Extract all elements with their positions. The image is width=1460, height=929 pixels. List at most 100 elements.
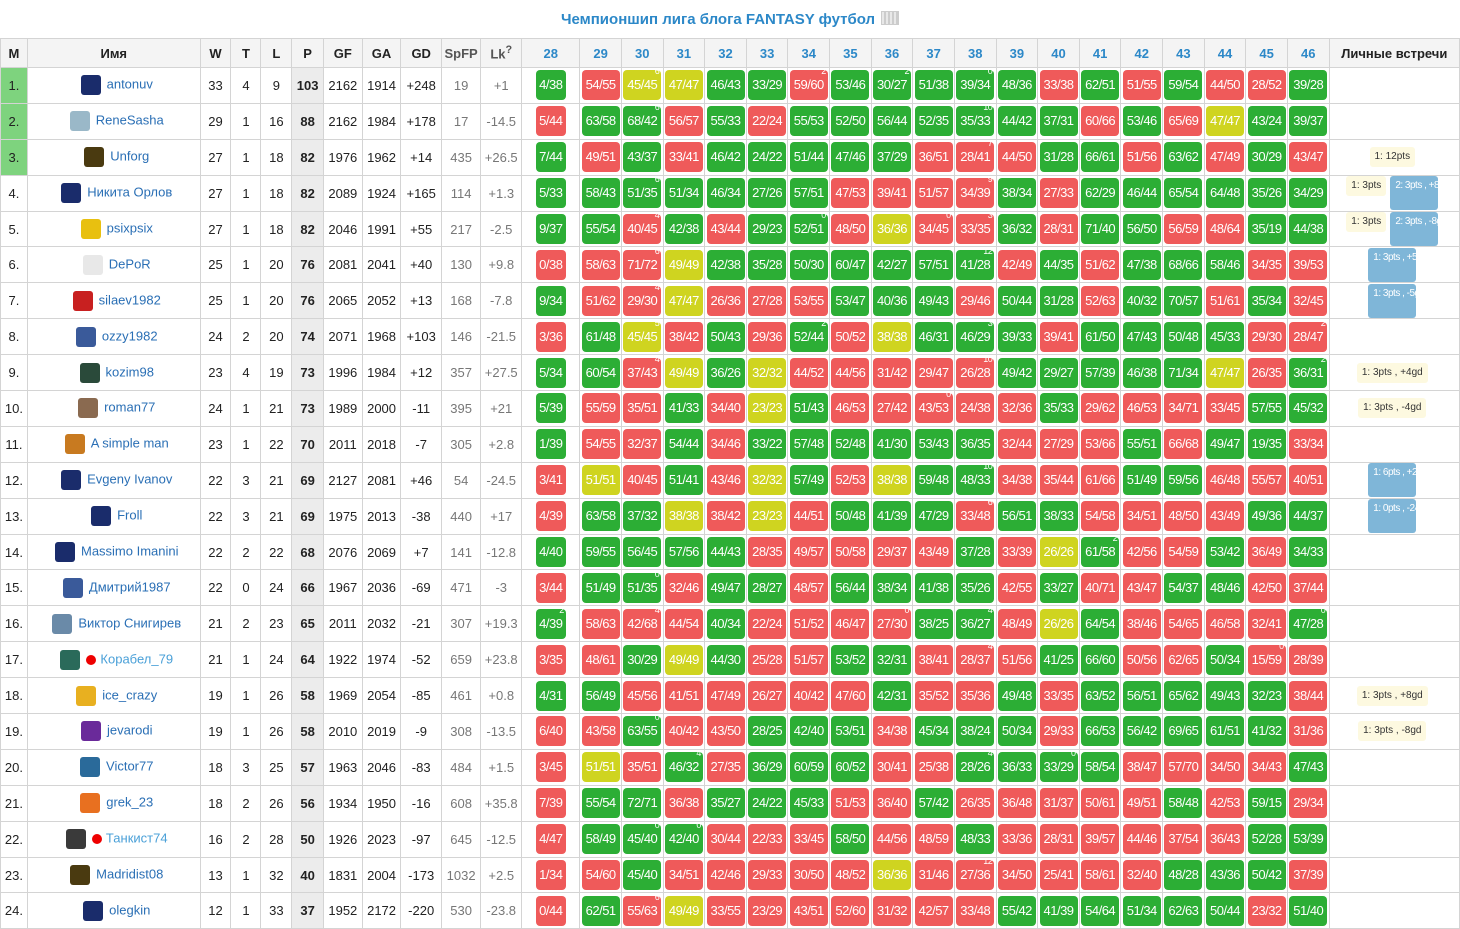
match-cell[interactable]: 4/39 2: [521, 605, 581, 643]
match-result-badge[interactable]: 5/39: [535, 393, 566, 424]
match-cell[interactable]: 42/40 0: [662, 820, 706, 858]
match-cell[interactable]: 50/43: [704, 318, 747, 356]
match-cell[interactable]: 71/34: [1162, 354, 1205, 392]
match-cell[interactable]: 69/65: [1162, 713, 1205, 750]
match-cell[interactable]: 28/25: [745, 713, 789, 750]
match-result-badge[interactable]: 45/34: [914, 716, 953, 747]
match-result-badge[interactable]: 55/54: [581, 788, 620, 819]
match-cell[interactable]: 48/52: [829, 856, 872, 894]
match-result-badge[interactable]: 61/51: [1206, 716, 1245, 747]
round-header[interactable]: 42: [1120, 38, 1164, 68]
match-cell[interactable]: 47/38: [1120, 246, 1164, 284]
match-result-badge[interactable]: 66/68: [1164, 429, 1203, 460]
match-cell[interactable]: 51/41: [662, 461, 706, 499]
match-cell[interactable]: 31/46: [912, 856, 955, 894]
match-cell[interactable]: 46/44: [1120, 174, 1164, 212]
match-result-badge[interactable]: 30/29: [1247, 142, 1286, 173]
match-result-badge[interactable]: 28/27: [748, 572, 787, 603]
match-cell[interactable]: 31/36: [1286, 713, 1330, 750]
match-cell[interactable]: 60/59: [787, 748, 831, 786]
match-cell[interactable]: 45/33: [1203, 318, 1247, 356]
match-result-badge[interactable]: 36/43: [1206, 824, 1245, 855]
match-cell[interactable]: 46/47: [829, 605, 872, 643]
match-result-badge[interactable]: 55/53: [789, 106, 828, 137]
match-cell[interactable]: 62/51: [1078, 67, 1122, 104]
match-cell[interactable]: 30/29: [620, 641, 664, 679]
round-header[interactable]: 33: [745, 38, 789, 68]
match-result-badge[interactable]: 33/29: [748, 70, 787, 101]
round-header[interactable]: 38: [953, 38, 997, 68]
match-cell[interactable]: 39/57: [1078, 820, 1122, 858]
match-cell[interactable]: 33/39: [995, 533, 1039, 571]
match-cell[interactable]: 32/36: [995, 390, 1039, 427]
match-result-badge[interactable]: 39/41: [1039, 321, 1078, 352]
match-cell[interactable]: 35/51: [620, 748, 664, 786]
match-result-badge[interactable]: 26/26: [1039, 608, 1078, 639]
match-cell[interactable]: 46/43: [704, 67, 747, 104]
match-result-badge[interactable]: 34/39 9: [956, 176, 995, 209]
match-result-badge[interactable]: 4/38: [535, 70, 566, 101]
player-name-link[interactable]: Корабел_79: [100, 651, 174, 667]
match-result-badge[interactable]: 26/26: [1039, 537, 1078, 568]
round-header[interactable]: 34: [787, 38, 831, 68]
match-result-badge[interactable]: 25/38: [914, 752, 953, 783]
match-cell[interactable]: 58/48: [1162, 784, 1205, 822]
match-result-badge[interactable]: 55/33: [706, 106, 745, 137]
match-cell[interactable]: 57/49: [787, 461, 831, 499]
match-cell[interactable]: 33/27: [1037, 569, 1080, 607]
match-result-badge[interactable]: 38/38: [873, 465, 912, 496]
round-header[interactable]: 29: [579, 38, 622, 68]
match-result-badge[interactable]: 61/50: [1081, 321, 1120, 352]
match-result-badge[interactable]: 3/44: [535, 572, 566, 603]
match-result-badge[interactable]: 9/34: [535, 285, 566, 316]
match-cell[interactable]: 38/44: [1286, 677, 1330, 715]
match-result-badge[interactable]: 24/22: [748, 142, 787, 173]
match-cell[interactable]: 47/49: [704, 677, 747, 715]
match-cell[interactable]: 30/41: [870, 748, 914, 786]
match-cell[interactable]: 51/49: [579, 569, 622, 607]
match-result-badge[interactable]: 40/34: [706, 608, 745, 639]
match-result-badge[interactable]: 43/47: [1289, 142, 1328, 173]
player-name-cell[interactable]: jevarodi: [26, 713, 201, 750]
match-result-badge[interactable]: 29/33: [1039, 716, 1078, 747]
match-result-badge[interactable]: 34/45 0: [914, 212, 953, 244]
match-cell[interactable]: 48/50: [1162, 497, 1205, 535]
match-cell[interactable]: 52/48: [829, 425, 872, 463]
col-lk[interactable]: Lk?: [480, 38, 523, 68]
match-result-badge[interactable]: 38/25: [914, 608, 953, 639]
match-cell[interactable]: 40/32: [1120, 282, 1164, 320]
match-result-badge[interactable]: 50/42: [1247, 860, 1286, 891]
match-cell[interactable]: 26/35: [953, 784, 997, 822]
match-result-badge[interactable]: 38/42: [664, 321, 703, 352]
match-cell[interactable]: 26/27: [745, 677, 789, 715]
match-cell[interactable]: 55/33: [704, 102, 747, 140]
match-result-badge[interactable]: 58/63: [581, 249, 620, 280]
match-cell[interactable]: 50/58: [829, 533, 872, 571]
match-result-badge[interactable]: 72/71: [623, 788, 662, 819]
match-cell[interactable]: 70/57: [1162, 282, 1205, 320]
match-result-badge[interactable]: 62/63: [1164, 895, 1203, 926]
player-name-link[interactable]: Victor77: [106, 758, 154, 774]
match-cell[interactable]: 34/29: [1286, 174, 1330, 212]
match-result-badge[interactable]: 45/40: [623, 860, 662, 891]
match-result-badge[interactable]: 24/22: [748, 788, 787, 819]
match-result-badge[interactable]: 32/31: [873, 644, 912, 675]
match-result-badge[interactable]: 43/53 0: [914, 392, 953, 424]
match-result-badge[interactable]: 35/51: [623, 752, 662, 783]
match-cell[interactable]: 27/36 12: [953, 856, 997, 894]
player-name-link[interactable]: kozim98: [105, 364, 154, 379]
match-result-badge[interactable]: 22/33: [748, 824, 787, 855]
match-cell[interactable]: 52/50: [829, 102, 872, 140]
match-cell[interactable]: 28/35: [745, 533, 789, 571]
match-cell[interactable]: 51/51: [579, 748, 622, 786]
match-cell[interactable]: 32/23: [1245, 677, 1288, 715]
match-cell[interactable]: 45/32: [1286, 390, 1330, 427]
player-name-cell[interactable]: A simple man: [26, 425, 201, 463]
match-result-badge[interactable]: 1/39: [535, 429, 566, 460]
match-cell[interactable]: 29/30 4: [620, 282, 664, 320]
match-result-badge[interactable]: 27/35: [706, 752, 745, 783]
match-result-badge[interactable]: 4/31: [535, 680, 566, 711]
match-cell[interactable]: 47/28 0: [1286, 605, 1330, 643]
match-result-badge[interactable]: 22/24: [748, 106, 787, 137]
match-cell[interactable]: 50/52: [829, 318, 872, 356]
